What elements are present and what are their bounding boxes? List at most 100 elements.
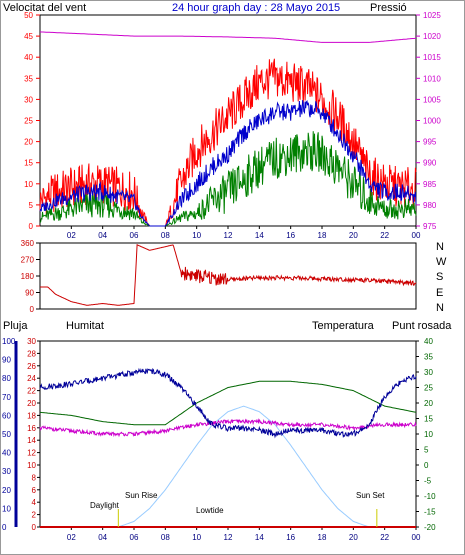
temp-y-tick-12: 40: [424, 337, 433, 346]
temp-x-tick-9: 20: [349, 533, 358, 542]
temp-y-tick-10: 30: [424, 368, 433, 377]
wind-x-tick-4: 10: [192, 231, 201, 240]
chart-title: 24 hour graph day : 28 Mayo 2015: [172, 2, 340, 14]
rain-y-tick-0: 0: [32, 523, 37, 532]
avg-wind-series-line: [39, 99, 417, 227]
rain-y-tick-7: 14: [27, 436, 36, 445]
temp-y-tick-6: 10: [424, 430, 433, 439]
rain-y-tick-8: 16: [27, 424, 36, 433]
temp-x-tick-8: 18: [318, 533, 327, 542]
wind-x-tick-0: 02: [67, 231, 76, 240]
pressure-y-tick-3: 990: [423, 159, 437, 168]
daylight-label: Daylight: [90, 501, 120, 510]
pressure-y-tick-5: 1000: [423, 117, 441, 126]
dir-y-tick-2: 180: [21, 272, 35, 281]
humidity-y-tick-4: 40: [2, 449, 11, 458]
dir-y-tick-0: 0: [30, 305, 35, 314]
dir-label-s: S: [436, 271, 443, 283]
rain-y-tick-14: 28: [27, 349, 36, 358]
temp-x-tick-0: 02: [67, 533, 76, 542]
min-wind-series-line: [39, 131, 417, 227]
wind-x-tick-1: 04: [98, 231, 107, 240]
rain-y-tick-15: 30: [27, 337, 36, 346]
rain-y-tick-5: 10: [27, 461, 36, 470]
pressure-y-tick-9: 1020: [423, 32, 441, 41]
humidity-label: Humitat: [66, 320, 104, 332]
temp-x-tick-1: 04: [98, 533, 107, 542]
pressure-y-tick-7: 1010: [423, 74, 441, 83]
humidity-y-tick-9: 90: [2, 356, 11, 365]
solar-series-line: [118, 405, 370, 528]
temp-y-tick-0: -20: [424, 523, 436, 532]
wind-x-tick-9: 20: [349, 231, 358, 240]
temp-x-tick-11: 00: [412, 533, 421, 542]
humidity-y-tick-7: 70: [2, 393, 11, 402]
temp-y-tick-9: 25: [424, 384, 433, 393]
pressure-y-tick-2: 985: [423, 180, 437, 189]
pressure-y-tick-1: 980: [423, 201, 437, 210]
sunrise-label: Sun Rise: [125, 491, 158, 500]
temp-y-tick-3: -5: [424, 477, 432, 486]
wind-x-tick-5: 12: [224, 231, 233, 240]
humidity-y-tick-10: 100: [2, 337, 16, 346]
temp-x-tick-3: 08: [161, 533, 170, 542]
wind-y-tick-5: 25: [24, 117, 33, 126]
wind-y-tick-6: 30: [24, 95, 33, 104]
wind-y-tick-2: 10: [24, 180, 33, 189]
temp-x-tick-6: 14: [255, 533, 264, 542]
rain-y-tick-11: 22: [27, 387, 36, 396]
dir-y-tick-4: 360: [21, 239, 35, 248]
wind-x-tick-6: 14: [255, 231, 264, 240]
wind-y-tick-0: 0: [29, 222, 34, 231]
rain-y-tick-12: 24: [27, 374, 36, 383]
wind-y-tick-10: 50: [24, 11, 33, 20]
temp-y-tick-8: 20: [424, 399, 433, 408]
pressure-series-line: [39, 31, 417, 43]
dir-y-tick-1: 90: [25, 289, 34, 298]
temperature-label: Temperatura: [312, 320, 375, 332]
pressure-y-tick-8: 1015: [423, 53, 441, 62]
dir-label-n-top: N: [436, 241, 444, 253]
rain-y-tick-10: 20: [27, 399, 36, 408]
sunset-label: Sun Set: [356, 491, 385, 500]
dir-y-tick-3: 270: [21, 256, 35, 265]
humidity-y-tick-8: 80: [2, 374, 11, 383]
wind-y-tick-9: 45: [24, 32, 33, 41]
wind-y-tick-1: 5: [29, 201, 34, 210]
rain-y-tick-3: 6: [32, 486, 37, 495]
temperature-series-line: [39, 380, 417, 426]
temp-x-tick-4: 10: [192, 533, 201, 542]
lowtide-label: Lowtide: [196, 506, 224, 515]
wind-x-tick-10: 22: [380, 231, 389, 240]
temp-x-tick-10: 22: [380, 533, 389, 542]
pressure-label: Pressió: [370, 2, 407, 14]
humidity-y-tick-3: 30: [2, 467, 11, 476]
dew-point-series-line: [39, 417, 417, 438]
humidity-series-line: [39, 367, 417, 439]
rain-y-tick-13: 26: [27, 362, 36, 371]
temp-y-tick-4: 0: [424, 461, 429, 470]
temp-x-tick-2: 06: [130, 533, 139, 542]
rain-y-tick-6: 12: [27, 449, 36, 458]
gust-series-line: [39, 58, 417, 227]
temp-panel-content: 0102030405060708090100024681012141618202…: [2, 337, 436, 542]
wind-y-tick-7: 35: [24, 74, 33, 83]
temp-y-tick-1: -15: [424, 508, 436, 517]
temp-y-tick-11: 35: [424, 353, 433, 362]
pressure-y-tick-10: 1025: [423, 11, 441, 20]
humidity-y-tick-6: 60: [2, 411, 11, 420]
humidity-y-tick-5: 50: [2, 430, 11, 439]
dir-label-w: W: [436, 256, 447, 268]
dir-label-n-bottom: N: [436, 302, 444, 314]
wind-panel-content: 0510152025303540455097598098599099510001…: [24, 11, 441, 240]
rain-label: Pluja: [3, 320, 28, 332]
wind-x-tick-11: 00: [412, 231, 421, 240]
dew-point-label: Punt rosada: [392, 320, 452, 332]
pressure-y-tick-6: 1005: [423, 95, 441, 104]
wind-y-tick-4: 20: [24, 138, 33, 147]
direction-panel-content: 0 90 180 270 360: [21, 239, 417, 314]
rain-y-tick-1: 2: [32, 511, 37, 520]
wind-x-tick-3: 08: [161, 231, 170, 240]
